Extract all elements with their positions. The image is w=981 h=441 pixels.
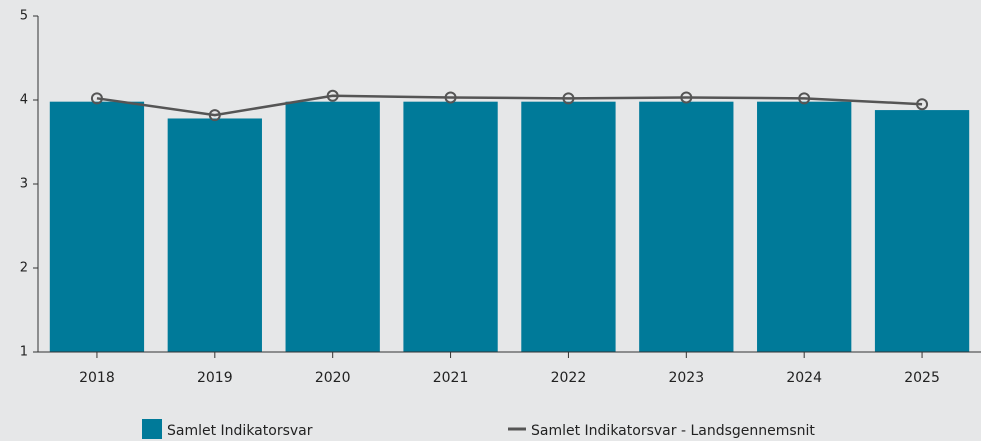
x-tick-label: 2022 xyxy=(551,370,587,386)
line-point xyxy=(444,91,457,104)
line-point xyxy=(208,109,221,122)
x-tick-label: 2024 xyxy=(786,370,822,386)
line-point xyxy=(562,92,575,105)
bar xyxy=(49,101,145,353)
bar xyxy=(167,118,262,352)
x-tick-label: 2021 xyxy=(433,370,469,386)
line-point xyxy=(326,89,339,102)
bar xyxy=(874,110,970,352)
x-tick-label: 2025 xyxy=(904,370,940,386)
line-point xyxy=(90,92,103,105)
bar xyxy=(757,101,852,353)
bar xyxy=(403,101,498,353)
x-tick-label: 2018 xyxy=(79,370,115,386)
line xyxy=(96,94,923,117)
y-tick-label: 2 xyxy=(20,261,28,276)
y-tick-label: 5 xyxy=(20,9,28,24)
line-point xyxy=(798,92,811,105)
bar xyxy=(285,101,380,353)
x-tick-label: 2020 xyxy=(315,370,351,386)
x-tick-label: 2023 xyxy=(668,370,704,386)
bar xyxy=(639,101,734,353)
bar xyxy=(521,101,616,353)
y-tick-label: 4 xyxy=(20,93,28,108)
y-tick-label: 3 xyxy=(20,177,28,192)
line-point xyxy=(916,98,929,111)
legend-label: Samlet Indikatorsvar - Landsgennemsnit xyxy=(531,423,815,439)
legend-swatch xyxy=(142,419,162,439)
x-tick-label: 2019 xyxy=(197,370,233,386)
legend-label: Samlet Indikatorsvar xyxy=(167,423,313,439)
y-tick-label: 1 xyxy=(20,345,28,360)
line-point xyxy=(680,91,693,104)
